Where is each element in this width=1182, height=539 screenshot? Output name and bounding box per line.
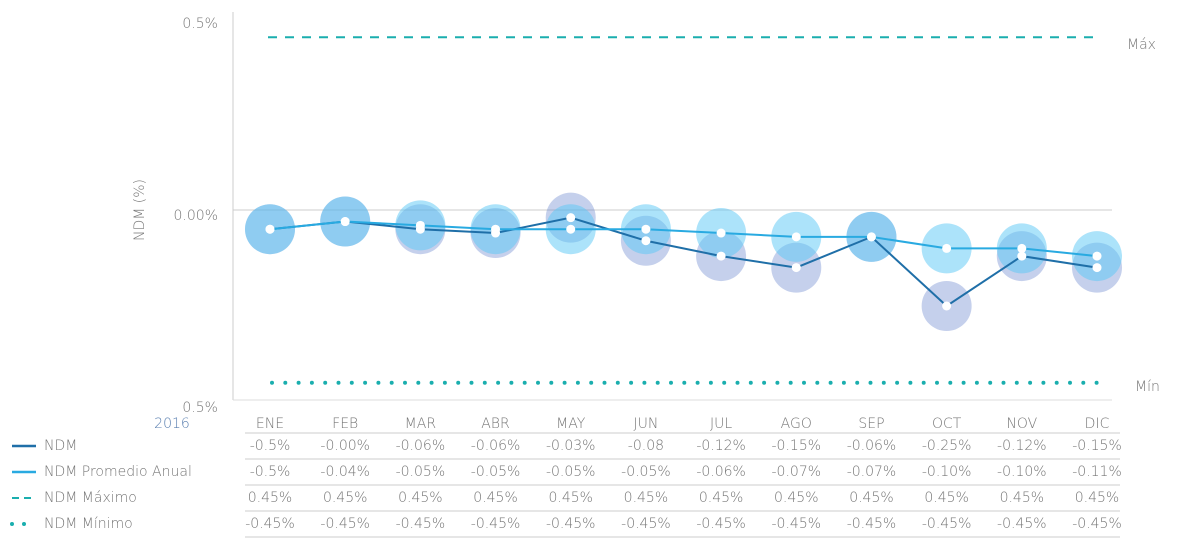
point xyxy=(791,263,801,273)
x-tick-label: ENE xyxy=(256,416,284,432)
table-cell: -0.10% xyxy=(922,464,972,480)
table-cell: -0.04% xyxy=(320,464,370,480)
point xyxy=(716,251,726,261)
x-tick-label: MAY xyxy=(556,416,586,432)
min-label: Mín xyxy=(1135,379,1160,395)
table-cell: -0.5% xyxy=(250,464,291,480)
table-cell: 0.45% xyxy=(624,490,668,506)
x-tick-label: AGO xyxy=(781,416,812,432)
series-line xyxy=(269,216,1098,308)
y-tick-label: 0.5% xyxy=(182,16,218,32)
table-cell: -0.45% xyxy=(696,516,746,532)
table-cell: -0.45% xyxy=(847,516,897,532)
series-line xyxy=(269,220,1098,258)
x-tick-label: JUL xyxy=(710,416,732,432)
table-cell: 0.45% xyxy=(548,490,592,506)
table-cell: -0.08 xyxy=(628,438,664,454)
y-tick-label: 0.5% xyxy=(182,400,218,416)
year-label: 2016 xyxy=(154,416,190,432)
table-cell: -0.45% xyxy=(320,516,370,532)
table-cell: 0.45% xyxy=(1075,490,1119,506)
point xyxy=(491,224,501,234)
point xyxy=(716,228,726,238)
table-cell: -0.45% xyxy=(621,516,671,532)
table-cell: 0.45% xyxy=(849,490,893,506)
x-tick-label: NOV xyxy=(1006,416,1037,432)
legend-label: NDM xyxy=(44,438,77,454)
table-cell: 0.45% xyxy=(248,490,292,506)
table-cell: -0.05% xyxy=(471,464,521,480)
x-tick-label: SEP xyxy=(858,416,884,432)
table-cell: -0.45% xyxy=(1072,516,1122,532)
point xyxy=(566,224,576,234)
table-cell: -0.45% xyxy=(396,516,446,532)
x-tick-label: DIC xyxy=(1085,416,1110,432)
x-tick-label: FEB xyxy=(332,416,358,432)
table-cell: -0.06% xyxy=(471,438,521,454)
table-cell: -0.05% xyxy=(621,464,671,480)
table-cell: 0.45% xyxy=(398,490,442,506)
table-cell: -0.45% xyxy=(922,516,972,532)
table-cell: -0.11% xyxy=(1072,464,1122,480)
point xyxy=(866,232,876,242)
table-cell: 0.45% xyxy=(1000,490,1044,506)
legend-label: NDM Máximo xyxy=(44,490,137,506)
table-cell: 0.45% xyxy=(774,490,818,506)
table-cell: -0.45% xyxy=(546,516,596,532)
table-cell: -0.15% xyxy=(1072,438,1122,454)
table-cell: -0.25% xyxy=(922,438,972,454)
table-cell: -0.05% xyxy=(546,464,596,480)
table-cell: -0.15% xyxy=(772,438,822,454)
point xyxy=(942,243,952,253)
table-cell: -0.10% xyxy=(997,464,1047,480)
table-cell: -0.12% xyxy=(997,438,1047,454)
point xyxy=(942,301,952,311)
table-cell: -0.05% xyxy=(396,464,446,480)
max-label: Máx xyxy=(1127,37,1156,53)
point xyxy=(415,220,425,230)
table-cell: 0.45% xyxy=(323,490,367,506)
legend-label: NDM Promedio Anual xyxy=(44,464,192,480)
table-cell: -0.07% xyxy=(772,464,822,480)
point xyxy=(340,217,350,227)
table-cell: -0.45% xyxy=(471,516,521,532)
point xyxy=(1092,263,1102,273)
table-cell: -0.03% xyxy=(546,438,596,454)
table-cell: 0.45% xyxy=(699,490,743,506)
table-cell: -0.12% xyxy=(696,438,746,454)
point xyxy=(566,213,576,223)
table-cell: 0.45% xyxy=(473,490,517,506)
table-cell: -0.45% xyxy=(772,516,822,532)
table-cell: -0.00% xyxy=(320,438,370,454)
point xyxy=(791,232,801,242)
point xyxy=(1017,251,1027,261)
table-cell: -0.45% xyxy=(245,516,295,532)
x-tick-label: ABR xyxy=(481,416,509,432)
legend-label: NDM Mínimo xyxy=(44,516,133,532)
table-cell: -0.07% xyxy=(847,464,897,480)
table-cell: -0.06% xyxy=(847,438,897,454)
table-cell: -0.06% xyxy=(696,464,746,480)
point xyxy=(641,236,651,246)
point xyxy=(641,224,651,234)
point xyxy=(1017,243,1027,253)
x-tick-label: MAR xyxy=(405,416,436,432)
x-tick-label: OCT xyxy=(932,416,962,432)
table-cell: -0.5% xyxy=(250,438,291,454)
y-tick-label: 0.00% xyxy=(174,208,218,224)
y-axis-label: NDM (%) xyxy=(132,179,148,241)
table-cell: 0.45% xyxy=(924,490,968,506)
table-cell: -0.06% xyxy=(396,438,446,454)
table-cell: -0.45% xyxy=(997,516,1047,532)
point xyxy=(265,224,275,234)
point xyxy=(1092,251,1102,261)
x-tick-label: JUN xyxy=(633,416,658,432)
